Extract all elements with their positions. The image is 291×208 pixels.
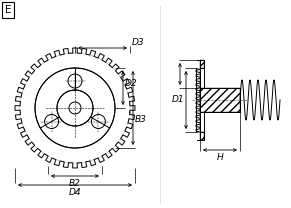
Bar bbox=[200, 132, 204, 140]
Circle shape bbox=[57, 90, 93, 126]
Text: D2: D2 bbox=[125, 79, 138, 88]
Text: D3: D3 bbox=[132, 38, 145, 47]
Bar bbox=[200, 60, 204, 68]
Bar bbox=[200, 132, 204, 140]
Bar bbox=[200, 88, 240, 112]
Circle shape bbox=[91, 114, 105, 129]
Text: B2: B2 bbox=[69, 179, 81, 188]
Text: H: H bbox=[217, 153, 223, 162]
Circle shape bbox=[35, 68, 115, 148]
Text: B3: B3 bbox=[135, 115, 147, 125]
Bar bbox=[200, 88, 240, 112]
Circle shape bbox=[45, 114, 58, 129]
Circle shape bbox=[68, 74, 82, 88]
Text: E: E bbox=[5, 5, 12, 15]
Text: D1: D1 bbox=[171, 95, 184, 104]
Circle shape bbox=[69, 102, 81, 114]
Text: D4: D4 bbox=[69, 188, 81, 197]
Bar bbox=[200, 60, 204, 68]
